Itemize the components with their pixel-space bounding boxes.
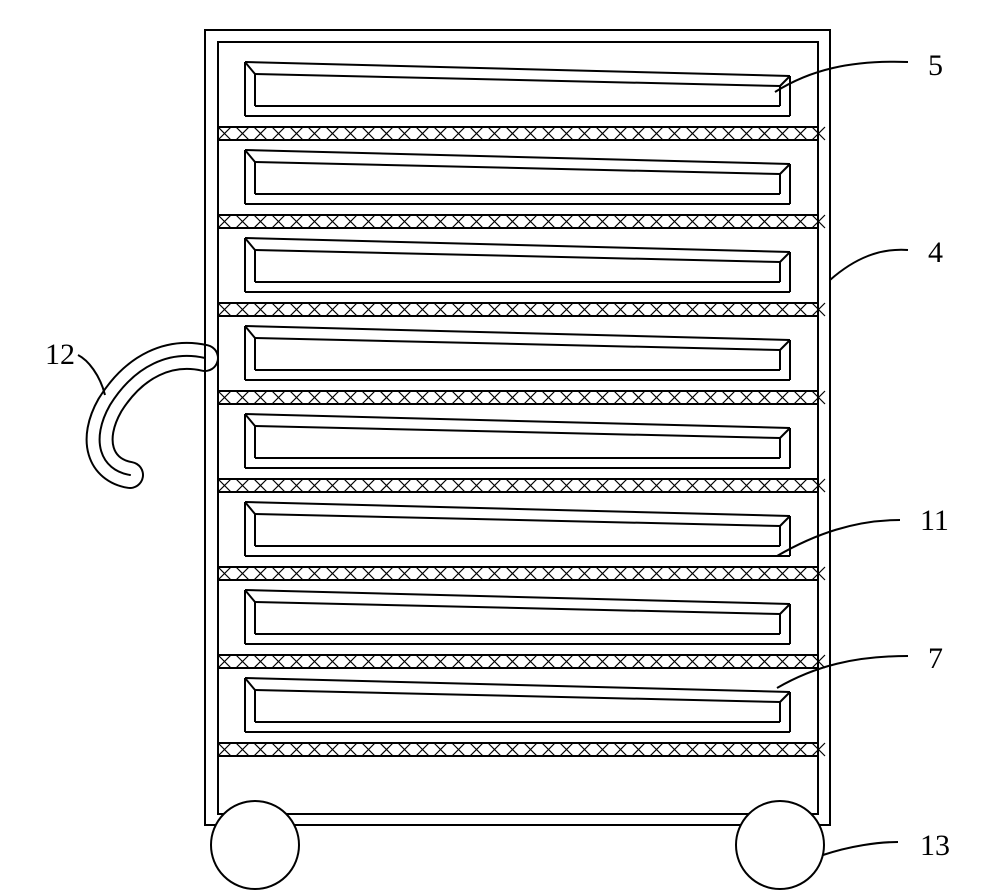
callout-label-7: 7 [928, 642, 943, 675]
callout-label-11: 11 [920, 504, 949, 537]
callout-label-5: 5 [928, 49, 943, 82]
wheel-2 [736, 801, 824, 889]
callout-label-12: 12 [45, 338, 75, 371]
callout-label-13: 13 [920, 829, 950, 862]
callout-label-4: 4 [928, 236, 943, 269]
wheel-1 [211, 801, 299, 889]
technical-drawing: 5 4 12 11 7 13 [0, 0, 1000, 894]
